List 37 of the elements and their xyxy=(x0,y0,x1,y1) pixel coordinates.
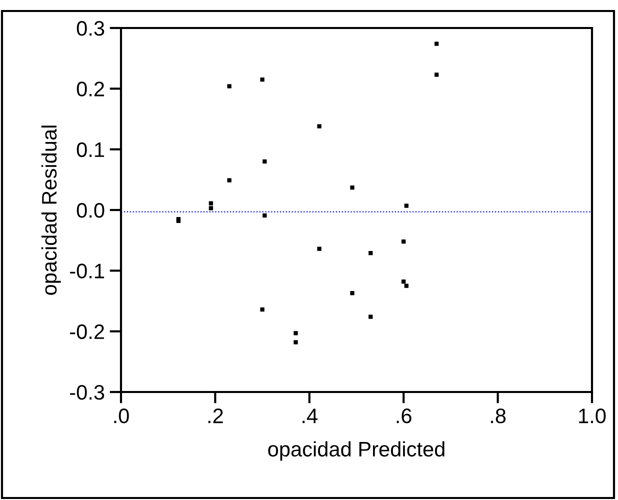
y-tick-label: -0.3 xyxy=(70,385,104,400)
x-axis-title: opacidad Predicted xyxy=(268,441,444,461)
point xyxy=(260,307,264,312)
point xyxy=(260,77,264,82)
point xyxy=(208,206,214,210)
y-axis-title: opacidad Residual xyxy=(41,126,61,295)
point xyxy=(368,314,373,319)
point xyxy=(404,284,409,288)
point xyxy=(434,72,439,77)
y-tick-label: -0.2 xyxy=(70,324,104,340)
y-tick-label: 0.1 xyxy=(76,142,104,158)
point xyxy=(227,84,232,88)
point xyxy=(434,42,439,46)
point xyxy=(294,331,298,336)
x-tick-label: .0 xyxy=(114,408,129,424)
x-tick-label: .6 xyxy=(396,408,412,424)
x-tick-label: 1.0 xyxy=(579,408,606,424)
x-tick-label: .4 xyxy=(302,408,318,424)
x-tick-label: .2 xyxy=(208,408,223,424)
y-tick-label: 0.3 xyxy=(76,21,104,36)
point xyxy=(208,201,214,206)
point xyxy=(402,280,406,284)
point xyxy=(402,239,406,244)
point xyxy=(317,246,322,251)
point xyxy=(262,213,267,218)
y-tick-label: 0.2 xyxy=(76,82,104,96)
point xyxy=(368,250,373,256)
point xyxy=(317,124,322,128)
y-tick-label: -0.1 xyxy=(70,264,104,278)
point xyxy=(404,204,409,208)
point xyxy=(350,291,354,296)
point xyxy=(227,178,232,182)
point xyxy=(294,340,298,344)
point xyxy=(262,159,267,164)
x-tick-label: .8 xyxy=(491,408,506,424)
y-tick-label: 0.0 xyxy=(76,203,104,218)
point xyxy=(350,185,354,190)
